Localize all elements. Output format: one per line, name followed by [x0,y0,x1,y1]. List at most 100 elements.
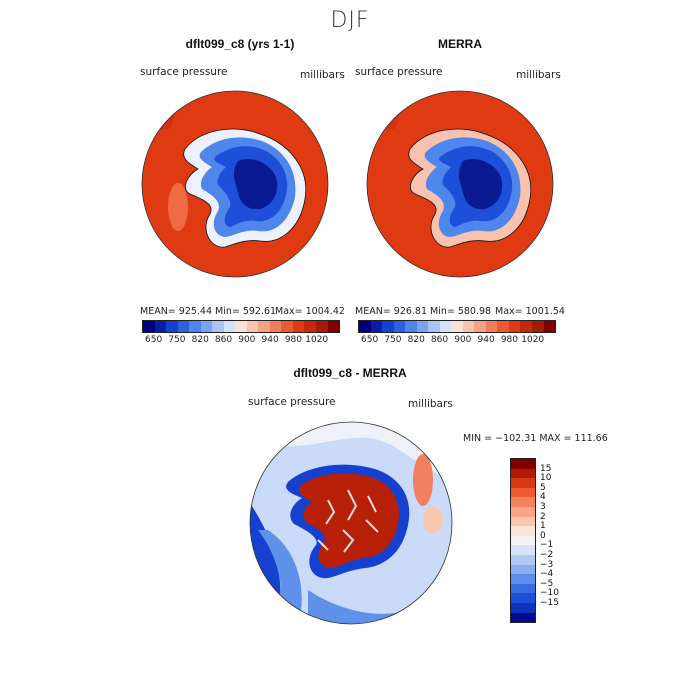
colorbar-swatch [212,321,224,332]
ocean-low-anomaly [168,183,188,231]
diff-colorbar-ticks: 15 10 5 4 3 2 1 0 −1 −2 −3 −4 −5 −10 −15 [540,458,580,628]
colorbar-swatch [511,602,535,613]
colorbar-tick-label: 750 [168,335,186,345]
colorbar-swatch [304,321,316,332]
diff-panel-title: dflt099_c8 - MERRA [293,366,407,380]
map-boundary [366,90,554,278]
colorbar-tick-label: 900 [238,335,256,345]
colorbar-tick-label: 1 [540,521,546,532]
colorbar-swatch [531,321,544,332]
colorbar-tick-label: 15 [540,463,552,474]
diff-polar-map [249,421,453,625]
diff-units-label: millibars [408,398,453,410]
colorbar-swatch [451,321,463,332]
colorbar-swatch [485,321,498,332]
colorbar-swatch [511,574,535,584]
colorbar-tick-label: 860 [214,335,233,345]
colorbar-swatch [511,516,535,527]
colorbar-tick-label: −5 [540,578,554,589]
colorbar-swatch [511,487,535,498]
colorbar-tick-label: −2 [540,550,554,560]
colorbar-swatch [428,321,440,332]
colorbar-swatch [327,321,340,332]
colorbar-swatch [416,321,429,332]
colorbar-swatch [511,554,535,565]
colorbar-swatch [511,583,535,594]
map-boundary [141,90,329,278]
colorbar-swatch [405,321,417,332]
colorbar-swatch [315,321,328,332]
right-colorbar-ticks: 650 750 820 860 900 940 980 1020 [358,333,556,345]
colorbar-tick-label: 2 [540,511,546,522]
colorbar-swatch [370,321,383,332]
ice-deep-zone [233,158,278,210]
left-colorbar-swatches [142,320,340,333]
colorbar-tick-label: −1 [540,540,554,551]
colorbar-tick-label: −3 [540,559,554,570]
colorbar-swatch [474,321,486,332]
left-variable-label: surface pressure [140,66,228,78]
right-units-label: millibars [516,69,561,81]
colorbar-swatch [511,459,535,469]
colorbar-tick-label: 650 [145,335,163,345]
colorbar-swatch [511,545,535,555]
right-max-label: Max= 1001.54 [495,306,565,317]
diff-negative-mid [258,530,302,624]
colorbar-swatch [511,564,535,575]
colorbar-swatch [154,321,167,332]
right-variable-label: surface pressure [355,66,443,78]
colorbar-tick-label: 10 [540,473,552,484]
diff-positive-light [423,506,443,534]
diff-colorbar-swatches [510,458,536,624]
colorbar-swatch [462,321,475,332]
colorbar-swatch [511,506,535,517]
colorbar-tick-label: 650 [361,335,379,345]
colorbar-swatch [497,321,509,332]
colorbar-tick-label: 940 [261,335,279,345]
colorbar-swatch [177,321,190,332]
colorbar-swatch [439,321,452,332]
left-units-label: millibars [300,69,345,81]
colorbar-swatch [269,321,282,332]
colorbar-tick-label: 980 [500,335,518,345]
colorbar-swatch [543,321,556,332]
colorbar-swatch [393,321,406,332]
diff-variable-label: surface pressure [248,396,336,408]
colorbar-swatch [258,321,270,332]
colorbar-tick-label: −10 [540,588,559,599]
colorbar-tick-label: 940 [477,335,495,345]
diff-antarctica-positive [298,473,399,568]
colorbar-swatch [511,535,535,546]
colorbar-swatch [246,321,259,332]
colorbar-swatch [359,321,371,332]
colorbar-swatch [281,321,293,332]
right-min-label: Min= 580.98 [430,306,492,317]
right-polar-map [366,90,554,278]
right-mean-label: MEAN= 926.81 [355,306,428,317]
left-colorbar-ticks: 650 750 820 860 900 940 980 1020 [142,333,340,345]
colorbar-swatch [511,468,535,479]
colorbar-swatch [511,593,535,603]
map-boundary [249,421,453,625]
colorbar-swatch [235,321,247,332]
colorbar-tick-label: 0 [540,530,546,541]
colorbar-tick-label: 900 [454,335,472,345]
left-colorbar: 650 750 820 860 900 940 980 1020 [142,320,340,345]
colorbar-tick-label: 820 [407,335,425,345]
colorbar-tick-label: 1020 [521,335,545,345]
left-max-label: Max= 1004.42 [275,306,345,317]
diff-negative-mid-south [308,590,408,624]
diff-positive-patch [413,454,433,506]
colorbar-tick-label: 5 [540,482,546,493]
left-mean-label: MEAN= 925.44 [140,306,213,317]
diff-colorbar [510,458,536,624]
colorbar-tick-label: 750 [384,335,402,345]
left-min-label: Min= 592.61 [215,306,277,317]
diff-small-scale-noise [317,489,379,553]
diff-minmax-label: MIN = −102.31 MAX = 111.66 [463,433,608,444]
colorbar-swatch [200,321,213,332]
colorbar-tick-label: 3 [540,502,546,512]
colorbar-tick-label: −15 [540,598,559,608]
ice-deep-zone [458,158,503,210]
right-panel-title: MERRA [438,37,482,51]
